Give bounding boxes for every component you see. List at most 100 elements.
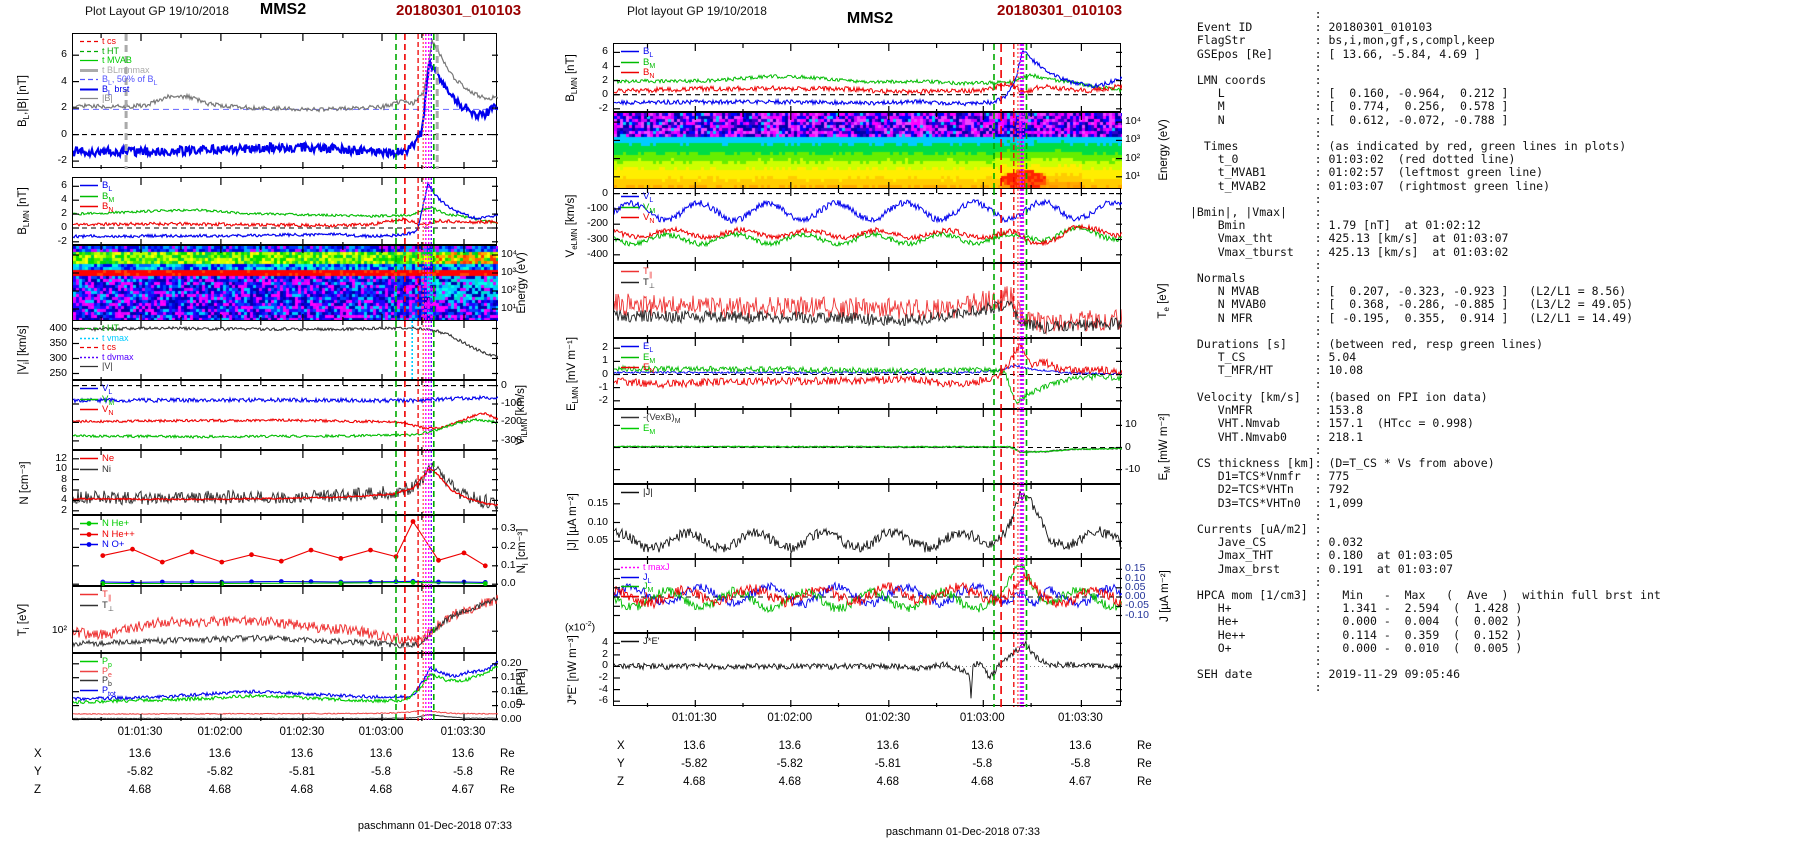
data-point xyxy=(461,550,467,556)
series-line xyxy=(614,300,1122,335)
data-point xyxy=(410,519,416,524)
legend-swatch xyxy=(80,593,98,596)
legend-entry: VN xyxy=(620,212,655,225)
legend-entry: VN xyxy=(79,404,114,417)
position-row-label: Z xyxy=(34,784,42,796)
position-row-x: X 13.6 13.6 13.6 13.6 13.6 Re xyxy=(0,748,1804,764)
tick-label: 10² xyxy=(501,284,517,296)
panel-bl-b: t cs t HT t MVAB t BLminmax BL, 50% of BL BL … xyxy=(72,33,498,169)
tick-label: -10 xyxy=(1125,462,1141,475)
series-line xyxy=(73,714,498,720)
legend-swatch xyxy=(621,585,639,588)
data-point xyxy=(159,559,165,565)
y-axis-label-right-electron-spectrogram: Energy (eV) xyxy=(1158,119,1170,181)
legend-blmn-burst: BL BM BN xyxy=(620,46,656,80)
position-value: 4.67 xyxy=(1069,776,1092,788)
position-value: 13.6 xyxy=(778,740,801,752)
tick-label: 0.15 xyxy=(1125,562,1146,575)
panel-minor-ions: N He+ N He++ N O+ xyxy=(72,515,498,587)
legend-entry: BM xyxy=(620,56,656,70)
position-value: -5.82 xyxy=(681,758,708,770)
legend-label: t BLminmax xyxy=(102,64,150,75)
axis-scale-label: (x10-2) xyxy=(565,621,596,634)
tick-label: 1 xyxy=(602,354,608,367)
tick-label: 0 xyxy=(501,378,507,391)
legend-label: Pe xyxy=(102,665,112,679)
caption-credit: paschmann 01-Dec-2018 07:33 xyxy=(885,826,1040,838)
position-value: -5.82 xyxy=(776,758,803,770)
legend-swatch xyxy=(621,61,639,63)
tick-label: 10² xyxy=(51,624,67,637)
legend-swatch xyxy=(80,679,98,682)
time-tick-label: 01:02:00 xyxy=(767,712,813,724)
legend-swatch xyxy=(80,398,98,400)
tick-label: 0 xyxy=(602,186,608,199)
tick-label: 0 xyxy=(61,220,67,233)
y-axis-label-right-vlmn: ViLMN [km/s] xyxy=(514,384,530,446)
legend-label: |B| xyxy=(102,93,113,103)
legend-entry: EM xyxy=(620,423,681,435)
legend-swatch xyxy=(621,356,639,358)
panel-jmag: |J| xyxy=(613,484,1122,560)
tick-label: -4 xyxy=(598,682,608,695)
legend-entry: BM xyxy=(79,191,114,203)
data-point xyxy=(278,558,284,564)
y-axis-label-blmn-burst: BLMN [nT] xyxy=(564,53,580,102)
series-line xyxy=(73,660,498,702)
position-value: 4.68 xyxy=(290,784,314,796)
y-axis-label-right-te: Te [eV] xyxy=(1156,282,1172,319)
legend-label: t HT xyxy=(102,45,119,56)
position-value: 13.6 xyxy=(128,748,152,760)
position-value: 4.68 xyxy=(683,776,706,788)
legend-swatch xyxy=(80,346,98,349)
series-line xyxy=(614,364,1122,405)
plot-area-jdote xyxy=(614,634,1122,707)
tick-label: 10 xyxy=(1125,418,1137,431)
legend-swatch xyxy=(621,416,639,419)
position-row-label: Z xyxy=(617,776,625,788)
legend-bl-b: t cs t HT t MVAB t BLminmax BL, 50% of BL BL … xyxy=(79,36,157,104)
panel-elmn: EL EM EN xyxy=(613,338,1122,410)
position-value: 4.68 xyxy=(876,776,899,788)
tick-label: 0 xyxy=(61,127,67,140)
legend-label: EN xyxy=(643,362,655,375)
legend-swatch xyxy=(621,195,639,198)
position-value: -5.81 xyxy=(874,758,901,770)
legend-entry: t HT xyxy=(79,323,134,334)
legend-swatch xyxy=(80,97,98,100)
panel-blmn-burst: BL BM BN xyxy=(613,43,1122,113)
position-unit: Re xyxy=(500,784,515,796)
tick-label: 6 xyxy=(602,45,608,58)
panel-vi: t HT t vmax t cs t dvmax |V| xyxy=(72,320,498,381)
legend-label: Pb xyxy=(102,675,112,688)
panel-ve-lmn: VL VM VN xyxy=(613,188,1122,264)
series-line xyxy=(73,206,498,224)
position-value: 4.67 xyxy=(451,784,475,796)
legend-entry: BL xyxy=(79,180,114,193)
legend-entry: EM xyxy=(620,352,655,364)
series-line xyxy=(73,665,498,705)
legend-label: BM xyxy=(643,56,656,70)
position-value: 4.68 xyxy=(778,776,801,788)
legend-swatch xyxy=(621,427,639,429)
legend-label: t dvmax xyxy=(102,351,134,362)
plot-area-ve-lmn xyxy=(614,189,1122,264)
legend-swatch xyxy=(80,50,98,52)
series-line xyxy=(614,72,1122,93)
series-line xyxy=(73,216,498,229)
plot-area-pressure xyxy=(73,654,498,721)
tick-label: 4 xyxy=(602,59,608,72)
position-unit: Re xyxy=(1137,758,1152,770)
position-value: 13.6 xyxy=(1069,740,1092,752)
time-tick-label: 01:01:30 xyxy=(117,726,163,738)
position-row-label: X xyxy=(34,748,42,760)
plot-area-bl-b xyxy=(73,34,498,169)
position-value: 13.6 xyxy=(208,748,232,760)
legend-entry: JN xyxy=(620,591,670,603)
legend-swatch xyxy=(80,88,98,91)
tick-label: 2 xyxy=(61,503,67,516)
position-row-label: X xyxy=(617,740,625,752)
legend-swatch xyxy=(621,576,639,578)
legend-label: T∥ xyxy=(643,266,653,279)
legend-swatch xyxy=(80,356,98,358)
